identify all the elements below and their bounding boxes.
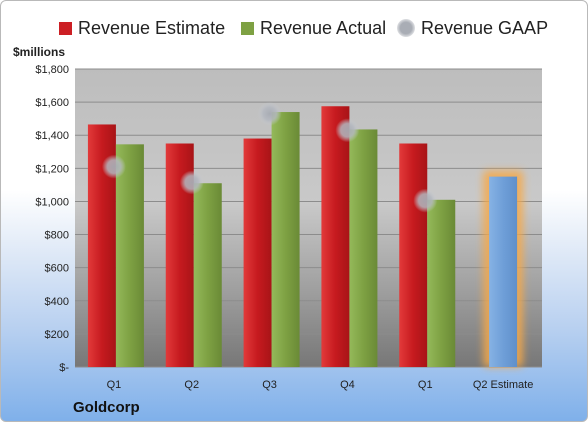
- y-tick-label: $600: [45, 263, 69, 275]
- x-tick-label: Q4: [340, 379, 355, 391]
- legend-item-revenue-estimate: Revenue Estimate: [59, 15, 225, 41]
- legend-item-revenue-actual: Revenue Actual: [241, 15, 386, 41]
- x-tick-label: Q2 Estimate: [473, 379, 534, 391]
- legend-label-revenue-estimate: Revenue Estimate: [78, 17, 226, 38]
- bar-revenue-estimate: [321, 106, 350, 367]
- bar-revenue-actual: [349, 129, 378, 367]
- legend-swatch-revenue-actual: [241, 21, 254, 35]
- marker-revenue-gaap: [179, 170, 204, 195]
- bar-revenue-estimate: [243, 138, 272, 367]
- legend-swatch-revenue-estimate: [59, 21, 72, 35]
- y-tick-label: $800: [45, 230, 69, 242]
- marker-revenue-gaap: [413, 188, 438, 213]
- legend-item-revenue-gaap: Revenue GAAP: [397, 15, 548, 41]
- y-tick-label: $-: [59, 362, 69, 374]
- y-tick-label: $1,800: [35, 64, 69, 76]
- marker-revenue-gaap: [335, 118, 360, 143]
- y-tick-label: $1,000: [35, 196, 69, 208]
- legend-label-revenue-actual: Revenue Actual: [260, 17, 387, 38]
- bar-revenue-estimate: [399, 143, 428, 367]
- legend-label-revenue-gaap: Revenue GAAP: [421, 17, 549, 38]
- bar-revenue-actual: [193, 183, 222, 367]
- y-axis-unit-label: $millions: [13, 45, 66, 59]
- bar-revenue-actual: [115, 144, 144, 367]
- x-tick-label: Q1: [107, 379, 122, 391]
- y-tick-label: $1,600: [35, 97, 69, 109]
- company-name: Goldcorp: [73, 399, 140, 416]
- marker-revenue-gaap: [101, 154, 126, 179]
- x-tick-label: Q1: [418, 379, 433, 391]
- plot-area: [75, 69, 542, 367]
- x-tick-label: Q2: [184, 379, 199, 391]
- bar-revenue-estimate-next: [489, 176, 518, 367]
- y-tick-label: $200: [45, 329, 69, 341]
- y-tick-label: $1,400: [35, 130, 69, 142]
- legend: Revenue Estimate Revenue Actual Revenue …: [1, 15, 587, 41]
- x-tick-label: Q3: [262, 379, 277, 391]
- y-tick-label: $400: [45, 296, 69, 308]
- legend-swatch-revenue-gaap: [397, 19, 415, 37]
- marker-revenue-gaap: [257, 101, 282, 126]
- y-tick-label: $1,200: [35, 163, 69, 175]
- bar-revenue-actual: [427, 199, 456, 367]
- bar-revenue-actual: [271, 112, 300, 368]
